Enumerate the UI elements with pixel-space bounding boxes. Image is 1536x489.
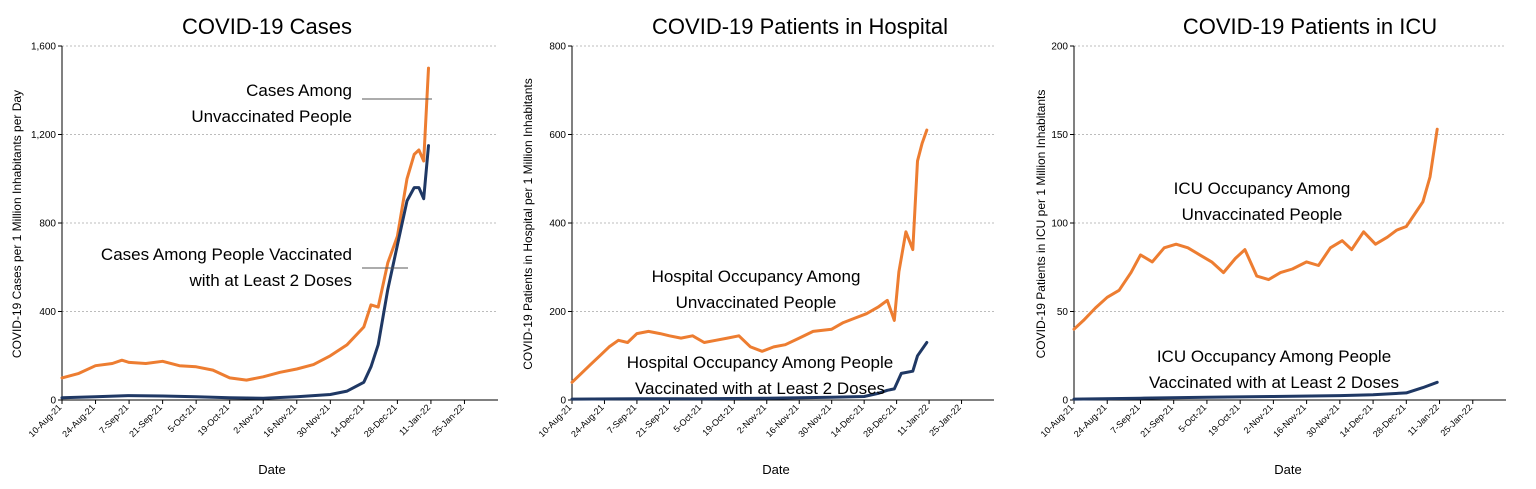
y-tick-label: 600 <box>549 130 566 141</box>
x-tick-label: 25-Jan-22 <box>430 402 466 438</box>
annotation-unvaccinated: Unvaccinated People <box>1182 205 1343 224</box>
x-tick-label: 10-Aug-21 <box>1039 402 1076 439</box>
chart-title: COVID-19 Patients in ICU <box>1183 14 1437 39</box>
y-tick-label: 100 <box>1051 219 1068 230</box>
x-tick-label: 30-Nov-21 <box>295 402 332 439</box>
annotation-unvaccinated: Unvaccinated People <box>676 293 837 312</box>
x-tick-label: 11-Jan-22 <box>895 402 930 437</box>
x-tick-label: 28-Dec-21 <box>1371 402 1408 439</box>
x-tick-label: 28-Dec-21 <box>362 402 399 439</box>
x-tick-label: 30-Nov-21 <box>796 402 833 439</box>
x-tick-label: 2-Nov-21 <box>231 402 264 435</box>
x-tick-label: 30-Nov-21 <box>1304 402 1341 439</box>
x-tick-label: 14-Dec-21 <box>1338 402 1375 439</box>
x-tick-label: 24-Aug-21 <box>60 402 97 439</box>
series-line-vaccinated <box>570 341 929 401</box>
x-axis-label: Date <box>1274 462 1301 477</box>
y-tick-label: 50 <box>1057 307 1069 318</box>
x-tick-label: 19-Oct-21 <box>700 402 735 437</box>
x-axis-label: Date <box>258 462 285 477</box>
x-tick-label: 5-Oct-21 <box>166 402 198 434</box>
y-tick-label: 200 <box>549 307 566 318</box>
annotation-unvaccinated: ICU Occupancy Among <box>1174 179 1351 198</box>
chart-panel-icu: COVID-19 Patients in ICU COVID-19 Patien… <box>1034 14 1506 477</box>
x-tick-label: 25-Jan-22 <box>927 402 963 438</box>
y-tick-label: 800 <box>39 219 56 230</box>
annotation-unvaccinated: Unvaccinated People <box>191 107 352 126</box>
x-tick-label: 16-Nov-21 <box>764 402 801 439</box>
x-tick-label: 14-Dec-21 <box>328 402 365 439</box>
annotation-vaccinated: with at Least 2 Doses <box>188 271 352 290</box>
annotation-vaccinated: ICU Occupancy Among People <box>1157 347 1391 366</box>
x-tick-label: 24-Aug-21 <box>1072 402 1109 439</box>
y-tick-label: 400 <box>39 307 56 318</box>
y-tick-label: 1,200 <box>31 130 56 141</box>
x-axis-label: Date <box>762 462 789 477</box>
x-tick-label: 10-Aug-21 <box>537 402 574 439</box>
y-tick-label: 200 <box>1051 42 1068 53</box>
chart-title: COVID-19 Patients in Hospital <box>652 14 948 39</box>
y-tick-label: 400 <box>549 219 566 230</box>
x-tick-label: 14-Dec-21 <box>829 402 866 439</box>
y-tick-label: 0 <box>50 396 56 407</box>
x-tick-label: 2-Nov-21 <box>1242 402 1275 435</box>
annotation-vaccinated: Vaccinated with at Least 2 Doses <box>1149 373 1399 392</box>
x-tick-label: 16-Nov-21 <box>261 402 298 439</box>
x-tick-label: 7-Sep-21 <box>605 402 638 435</box>
x-tick-label: 5-Oct-21 <box>671 402 703 434</box>
y-tick-label: 150 <box>1051 130 1068 141</box>
annotation-vaccinated: Hospital Occupancy Among People <box>627 353 894 372</box>
series-line-vaccinated <box>1072 380 1439 401</box>
series-line-vaccinated <box>60 144 430 400</box>
x-tick-label: 21-Sep-21 <box>127 402 164 439</box>
y-tick-label: 1,600 <box>31 42 56 53</box>
x-tick-label: 7-Sep-21 <box>1109 402 1142 435</box>
chart-panel-cases: COVID-19 Cases COVID-19 Cases per 1 Mill… <box>10 14 498 477</box>
annotation-unvaccinated: Cases Among <box>246 81 352 100</box>
y-tick-label: 0 <box>560 396 566 407</box>
x-tick-label: 10-Aug-21 <box>27 402 64 439</box>
x-tick-label: 28-Dec-21 <box>861 402 898 439</box>
x-tick-label: 2-Nov-21 <box>735 402 768 435</box>
x-tick-label: 7-Sep-21 <box>97 402 130 435</box>
x-tick-label: 5-Oct-21 <box>1177 402 1209 434</box>
x-tick-label: 24-Aug-21 <box>569 402 606 439</box>
x-tick-label: 21-Sep-21 <box>1138 402 1175 439</box>
x-tick-label: 19-Oct-21 <box>196 402 231 437</box>
x-tick-label: 16-Nov-21 <box>1271 402 1308 439</box>
x-tick-label: 11-Jan-22 <box>397 402 432 437</box>
y-axis-label: COVID-19 Patients in Hospital per 1 Mill… <box>521 78 535 369</box>
x-tick-label: 21-Sep-21 <box>634 402 671 439</box>
chart-panel-hospital: COVID-19 Patients in Hospital COVID-19 P… <box>521 14 994 477</box>
y-tick-label: 800 <box>549 42 566 53</box>
x-tick-label: 25-Jan-22 <box>1438 402 1474 438</box>
x-tick-label: 11-Jan-22 <box>1406 402 1441 437</box>
annotation-vaccinated: Vaccinated with at Least 2 Doses <box>635 379 885 398</box>
annotation-vaccinated: Cases Among People Vaccinated <box>101 245 352 264</box>
series-line-unvaccinated <box>570 128 929 384</box>
x-tick-label: 19-Oct-21 <box>1206 402 1241 437</box>
series-line-unvaccinated <box>1072 127 1439 331</box>
y-axis-label: COVID-19 Cases per 1 Million Inhabitants… <box>10 90 24 358</box>
annotation-unvaccinated: Hospital Occupancy Among <box>652 267 861 286</box>
chart-title: COVID-19 Cases <box>182 14 352 39</box>
y-tick-label: 0 <box>1062 396 1068 407</box>
y-axis-label: COVID-19 Patients in ICU per 1 Million I… <box>1034 90 1048 359</box>
series-line-unvaccinated <box>60 66 430 382</box>
